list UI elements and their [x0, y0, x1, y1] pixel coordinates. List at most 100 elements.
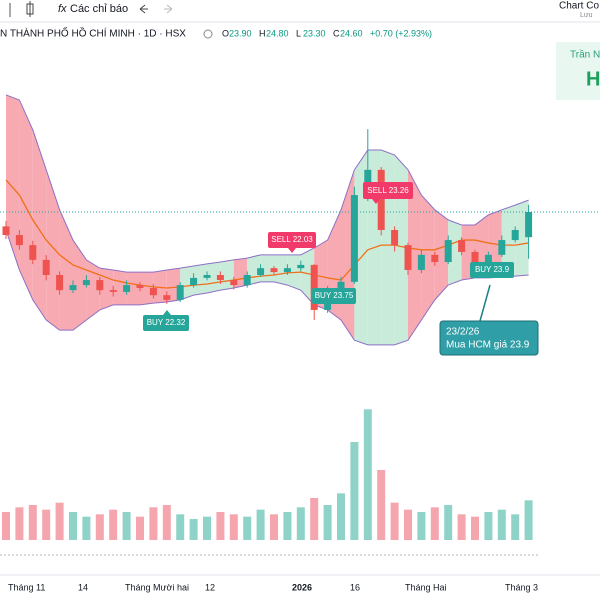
volume-bar — [95, 514, 104, 540]
band-fill — [140, 272, 154, 305]
band-fill — [434, 209, 449, 300]
candle-body — [431, 254, 439, 263]
volume-bar — [69, 512, 77, 540]
volume-bar — [417, 512, 426, 540]
volume-bar — [524, 500, 533, 540]
volume-bar — [229, 514, 238, 540]
indicators-button[interactable]: Các chỉ báo — [70, 3, 128, 15]
corner-box-bg — [556, 42, 600, 100]
candle-body — [69, 285, 77, 291]
candle-body — [511, 229, 519, 241]
symbol-header: N THÀNH PHỐ HỒ CHÍ MINH · 1D · HSX O 23.9… — [0, 26, 432, 40]
buy-signal — [143, 315, 189, 331]
band-fill — [6, 94, 20, 270]
volume-bar — [283, 512, 292, 540]
candle-body — [123, 285, 131, 292]
sell-label: SELL 23.26 — [367, 186, 409, 195]
band-fill — [207, 262, 221, 294]
time-axis: Tháng 11 14 Tháng Mười hai 12 2026 16 Tháng Ha… — [0, 574, 600, 592]
volume-bar — [162, 505, 171, 540]
undo-button[interactable] — [139, 4, 148, 14]
volume-bar — [457, 514, 466, 540]
corner-line-1: Trần N — [570, 49, 600, 61]
volume-bar — [484, 512, 493, 540]
candle-body — [257, 268, 265, 276]
volume-bar — [243, 516, 252, 540]
candle-body — [297, 264, 305, 269]
toolbar: fx Các chỉ báo Chart Co Lưu — [0, 1, 600, 23]
corner-line-2: H — [586, 68, 600, 90]
candle-body — [109, 290, 117, 292]
layout-name[interactable]: Chart Co — [559, 1, 599, 12]
candle-body — [404, 245, 412, 270]
x-axis-label: Tháng Hai — [405, 582, 447, 592]
candle-body — [337, 281, 345, 291]
buy-label: BUY 23.9 — [475, 265, 510, 274]
ohlc-label: C — [333, 28, 340, 38]
volume-bar — [323, 505, 332, 540]
volume-bar — [310, 498, 319, 540]
x-axis-label: 16 — [350, 582, 360, 592]
volume-bar — [404, 509, 412, 540]
candle-body — [163, 295, 171, 300]
candle-body — [15, 235, 23, 246]
volume-bar — [203, 516, 211, 540]
band-fill — [220, 259, 234, 291]
candle-body — [498, 240, 506, 255]
band-fill — [274, 254, 288, 286]
candle-body — [29, 245, 37, 260]
redo-button[interactable] — [164, 4, 173, 14]
sell-pointer — [372, 199, 380, 204]
volume-bar — [337, 493, 345, 540]
band-fill — [73, 240, 87, 331]
ohlc-value: 24.80 — [266, 28, 289, 38]
chart-pane — [0, 94, 600, 556]
candle-body — [417, 254, 425, 270]
callout: 23/2/26 Mua HCM giá 23.9 — [439, 284, 539, 356]
buy-label: BUY 23.75 — [315, 291, 354, 300]
sell-signal — [363, 182, 413, 199]
volume-bar — [471, 516, 479, 540]
candle-body — [176, 285, 184, 300]
volume-bar — [430, 507, 439, 540]
volume-bar — [363, 409, 372, 540]
volume-bar — [444, 505, 453, 540]
candle-body — [484, 254, 492, 265]
band-fill — [394, 155, 408, 345]
volume-bar — [377, 470, 386, 540]
volume-bar — [55, 502, 64, 540]
buy-label: BUY 22.32 — [147, 318, 186, 327]
buy-pointer — [163, 310, 171, 315]
candle-body — [283, 268, 291, 273]
volume-bar — [42, 509, 51, 540]
buy-signal — [470, 262, 514, 278]
x-axis-label: Tháng 3 — [505, 582, 538, 592]
callout-date: 23/2/26 — [446, 327, 480, 338]
volume-bar — [511, 514, 520, 540]
volume-bar — [189, 519, 198, 540]
sell-pointer — [288, 248, 296, 253]
candle-body — [190, 277, 198, 286]
candle-body — [525, 211, 533, 238]
moving-average — [5, 179, 529, 289]
x-axis-label: Tháng 11 — [8, 582, 45, 592]
corner-box: Trần N H — [556, 42, 600, 100]
candle-body — [391, 229, 399, 246]
band-fill — [448, 219, 462, 286]
band-lower — [5, 229, 529, 346]
callout-text: Mua HCM giá 23.9 — [446, 340, 530, 351]
volume-bar — [270, 514, 278, 540]
volume-bar — [15, 507, 24, 540]
band-fill — [193, 263, 207, 296]
candle-body — [310, 264, 318, 310]
volume-bar — [82, 516, 91, 540]
volume-bar — [497, 509, 506, 540]
volume-bar — [149, 507, 158, 540]
band-fill — [126, 272, 140, 305]
x-axis-label: 2026 — [292, 582, 312, 592]
indicator-icon[interactable]: fx — [58, 3, 67, 15]
candle-body — [377, 169, 385, 230]
candle-body — [56, 275, 64, 291]
ohlc-value: 24.60 — [340, 28, 363, 38]
sell-label: SELL 22.03 — [271, 235, 313, 244]
